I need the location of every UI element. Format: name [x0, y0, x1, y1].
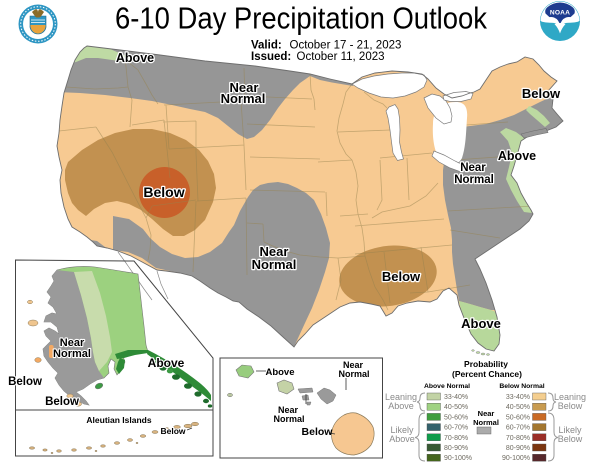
svg-text:Below: Below [522, 86, 561, 101]
svg-text:Below Normal: Below Normal [499, 383, 544, 390]
svg-text:Below: Below [45, 396, 79, 408]
svg-text:Normal: Normal [273, 414, 304, 424]
svg-text:Above: Above [265, 367, 294, 378]
svg-text:Above Normal: Above Normal [424, 383, 470, 390]
svg-text:Below: Below [8, 376, 42, 388]
svg-text:Aleutian Islands: Aleutian Islands [86, 415, 151, 425]
svg-text:Below: Below [160, 426, 185, 436]
svg-text:80-90%: 80-90% [444, 445, 468, 452]
svg-text:Near: Near [278, 405, 299, 415]
svg-text:40-50%: 40-50% [444, 404, 468, 411]
svg-text:40-50%: 40-50% [506, 404, 530, 411]
svg-text:Issued:: Issued: [251, 51, 291, 63]
svg-text:Valid:: Valid: [251, 40, 282, 52]
svg-text:Probability: Probability [464, 359, 508, 369]
svg-text:Below: Below [558, 401, 583, 411]
svg-text:33-40%: 33-40% [444, 394, 468, 401]
svg-text:Near: Near [260, 244, 289, 259]
svg-text:Above: Above [148, 356, 185, 370]
svg-text:60-70%: 60-70% [506, 425, 530, 432]
svg-text:October 11, 2023: October 11, 2023 [297, 51, 385, 63]
svg-text:Likely: Likely [558, 425, 582, 435]
svg-text:Normal: Normal [338, 369, 369, 379]
svg-text:Below: Below [143, 184, 184, 200]
svg-text:60-70%: 60-70% [444, 425, 468, 432]
svg-text:Near: Near [343, 360, 364, 370]
svg-text:Below: Below [558, 434, 583, 444]
svg-text:70-80%: 70-80% [444, 435, 468, 442]
svg-text:Below: Below [382, 269, 421, 284]
svg-text:Near: Near [60, 337, 85, 349]
svg-text:50-60%: 50-60% [506, 414, 530, 421]
svg-text:Below: Below [302, 426, 334, 438]
svg-text:(Percent Chance): (Percent Chance) [452, 369, 522, 379]
svg-text:Leaning: Leaning [554, 392, 586, 402]
svg-text:Normal: Normal [221, 91, 266, 106]
svg-text:6-10 Day Precipitation Outlook: 6-10 Day Precipitation Outlook [115, 2, 488, 36]
svg-text:Above: Above [461, 316, 501, 331]
svg-text:50-60%: 50-60% [444, 414, 468, 421]
svg-text:Normal: Normal [252, 257, 297, 272]
svg-text:90-100%: 90-100% [502, 455, 530, 462]
svg-text:Normal: Normal [473, 418, 499, 427]
svg-text:Near: Near [478, 409, 495, 418]
svg-text:70-80%: 70-80% [506, 435, 530, 442]
svg-text:Normal: Normal [53, 348, 91, 360]
svg-text:NOAA: NOAA [550, 10, 570, 17]
svg-text:90-100%: 90-100% [444, 455, 472, 462]
svg-text:October 17 - 21, 2023: October 17 - 21, 2023 [290, 40, 402, 52]
svg-text:Normal: Normal [454, 174, 494, 186]
svg-text:Above: Above [116, 51, 154, 65]
svg-text:Above: Above [498, 149, 536, 163]
svg-text:Leaning: Leaning [385, 392, 417, 402]
svg-text:Above: Above [388, 401, 414, 411]
svg-text:Near: Near [460, 162, 486, 174]
svg-text:Above: Above [389, 434, 415, 444]
svg-text:Near: Near [230, 80, 259, 95]
svg-text:Likely: Likely [390, 425, 414, 435]
svg-text:80-90%: 80-90% [506, 445, 530, 452]
svg-text:33-40%: 33-40% [506, 394, 530, 401]
